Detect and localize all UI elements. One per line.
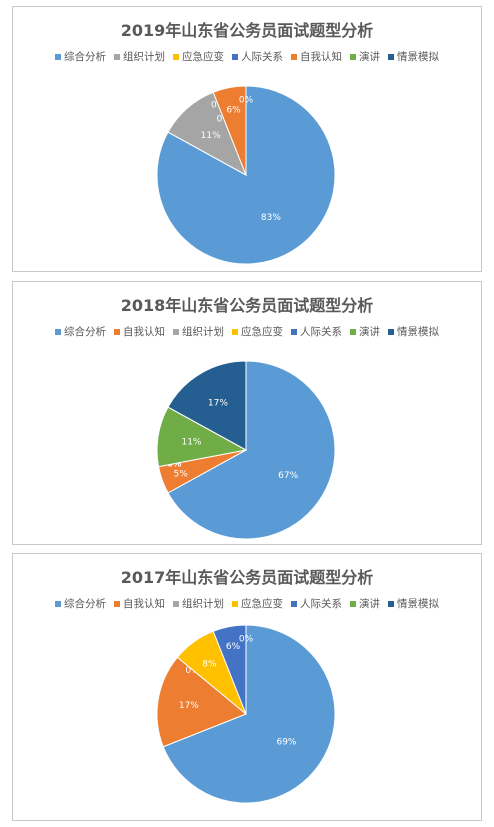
legend-label: 情景模拟: [397, 598, 439, 610]
chart-title: 2017年山东省公务员面试题型分析: [120, 568, 374, 587]
pie-slice: [156, 656, 247, 748]
pie-slice: [167, 360, 336, 540]
chart-legend: 综合分析 自我认知 组织计划 应急应变 人际关系 演讲 情景模拟: [13, 596, 481, 611]
legend-label: 情景模拟: [397, 51, 439, 63]
data-label: 0%: [185, 666, 200, 676]
legend-item: 情景模拟: [388, 596, 439, 611]
data-label: 69%: [276, 738, 296, 748]
legend-label: 综合分析: [64, 598, 106, 610]
data-label: 11%: [181, 437, 201, 447]
legend-swatch: [350, 53, 356, 60]
legend-swatch: [173, 600, 179, 607]
legend-swatch: [291, 600, 297, 607]
legend-item: 应急应变: [232, 596, 283, 611]
legend-label: 组织计划: [123, 51, 165, 63]
chart-title: 2018年山东省公务员面试题型分析: [120, 296, 374, 315]
data-label: 0%: [239, 634, 254, 644]
data-label: 8%: [202, 660, 217, 670]
legend-label: 综合分析: [64, 326, 106, 338]
legend-swatch: [388, 328, 394, 335]
legend-item: 演讲: [350, 596, 380, 611]
legend-swatch: [388, 53, 394, 60]
legend-item: 组织计划: [173, 596, 224, 611]
legend-swatch: [114, 600, 120, 607]
pie-chart-2017: 69%17%0%8%6%0%: [156, 624, 336, 804]
legend-label: 应急应变: [241, 598, 283, 610]
legend-label: 组织计划: [182, 326, 224, 338]
legend-item: 应急应变: [232, 324, 283, 339]
legend-item: 综合分析: [55, 49, 106, 64]
legend-label: 应急应变: [182, 51, 224, 63]
legend-swatch: [232, 328, 238, 335]
legend-label: 自我认知: [300, 51, 342, 63]
legend-swatch: [114, 53, 120, 60]
legend-item: 综合分析: [55, 324, 106, 339]
legend-label: 综合分析: [64, 51, 106, 63]
legend-item: 人际关系: [291, 596, 342, 611]
legend-item: 演讲: [350, 324, 380, 339]
pie-slice: [162, 624, 336, 804]
data-label: 6%: [226, 105, 241, 115]
legend-swatch: [114, 328, 120, 335]
chart-legend: 综合分析 组织计划 应急应变 人际关系 自我认知 演讲 情景模拟: [13, 49, 481, 64]
data-label: 17%: [179, 701, 199, 711]
legend-item: 组织计划: [114, 49, 165, 64]
data-label: 17%: [208, 399, 228, 409]
legend-swatch: [388, 600, 394, 607]
legend-label: 人际关系: [300, 326, 342, 338]
legend-item: 自我认知: [114, 324, 165, 339]
legend-item: 自我认知: [291, 49, 342, 64]
legend-swatch: [232, 600, 238, 607]
legend-swatch: [350, 328, 356, 335]
legend-item: 情景模拟: [388, 49, 439, 64]
legend-item: 综合分析: [55, 596, 106, 611]
legend-item: 演讲: [350, 49, 380, 64]
legend-swatch: [173, 328, 179, 335]
chart-legend: 综合分析 自我认知 组织计划 应急应变 人际关系 演讲 情景模拟: [13, 324, 481, 339]
legend-label: 演讲: [359, 51, 380, 63]
legend-swatch: [55, 600, 61, 607]
chart-panel-2019: 2019年山东省公务员面试题型分析 综合分析 组织计划 应急应变 人际关系 自我认知 演讲…: [12, 6, 482, 272]
legend-item: 自我认知: [114, 596, 165, 611]
chart-title: 2019年山东省公务员面试题型分析: [120, 21, 374, 40]
legend-item: 人际关系: [232, 49, 283, 64]
legend-label: 组织计划: [182, 598, 224, 610]
legend-item: 应急应变: [173, 49, 224, 64]
legend-swatch: [291, 53, 297, 60]
legend-label: 自我认知: [123, 598, 165, 610]
data-label: 0%: [167, 460, 182, 470]
data-label: 67%: [278, 471, 298, 481]
pie-slice: [212, 624, 247, 715]
data-label: 6%: [226, 642, 241, 652]
legend-swatch: [350, 600, 356, 607]
data-label: 0%: [167, 460, 182, 470]
legend-item: 情景模拟: [388, 324, 439, 339]
legend-item: 人际关系: [291, 324, 342, 339]
legend-label: 演讲: [359, 598, 380, 610]
legend-swatch: [55, 53, 61, 60]
data-label: 11%: [201, 131, 221, 141]
legend-swatch: [55, 328, 61, 335]
data-label: 5%: [174, 470, 189, 480]
legend-label: 人际关系: [241, 51, 283, 63]
chart-panel-2017: 2017年山东省公务员面试题型分析 综合分析 自我认知 组织计划 应急应变 人际关系 演讲…: [12, 553, 482, 821]
legend-swatch: [291, 328, 297, 335]
pie-slice: [167, 360, 247, 451]
legend-label: 自我认知: [123, 326, 165, 338]
legend-label: 演讲: [359, 326, 380, 338]
pie-chart-2018: 67%5%0%0%0%11%17%: [156, 360, 336, 540]
legend-item: 组织计划: [173, 324, 224, 339]
legend-swatch: [232, 53, 238, 60]
legend-swatch: [173, 53, 179, 60]
data-label: 0%: [239, 95, 254, 105]
pie-chart-2019: 83%11%0%0%6%0%: [156, 85, 336, 265]
data-label: 83%: [261, 213, 281, 223]
data-label: 0%: [167, 460, 182, 470]
chart-panel-2018: 2018年山东省公务员面试题型分析 综合分析 自我认知 组织计划 应急应变 人际关系 演讲…: [12, 281, 482, 545]
legend-label: 人际关系: [300, 598, 342, 610]
legend-label: 应急应变: [241, 326, 283, 338]
legend-label: 情景模拟: [397, 326, 439, 338]
pie-slice: [212, 85, 247, 176]
